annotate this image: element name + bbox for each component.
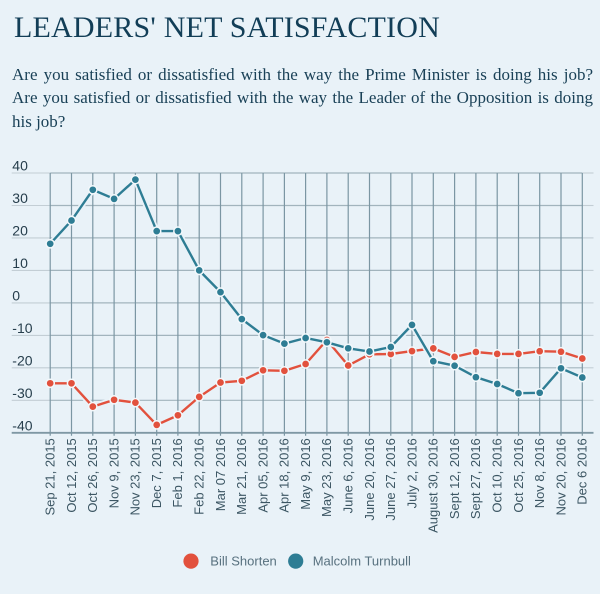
- svg-text:Nov 23, 2015: Nov 23, 2015: [128, 438, 143, 515]
- svg-text:Mar 07 2016: Mar 07 2016: [213, 438, 228, 511]
- svg-text:Sept 12, 2016: Sept 12, 2016: [447, 438, 462, 519]
- svg-text:Oct 26, 2015: Oct 26, 2015: [85, 438, 100, 512]
- svg-text:Malcolm Turnbull: Malcolm Turnbull: [313, 553, 411, 568]
- svg-text:10: 10: [12, 255, 28, 271]
- svg-text:20: 20: [12, 223, 28, 239]
- svg-text:Sep 21, 2015: Sep 21, 2015: [43, 438, 58, 515]
- svg-text:Oct 10, 2016: Oct 10, 2016: [490, 438, 505, 512]
- svg-text:40: 40: [12, 158, 28, 174]
- svg-text:Dec 6 2016: Dec 6 2016: [575, 438, 590, 505]
- svg-text:Apr 18, 2016: Apr 18, 2016: [277, 438, 292, 512]
- svg-text:August 30, 2016: August 30, 2016: [426, 438, 441, 533]
- svg-text:Feb 22, 2016: Feb 22, 2016: [192, 438, 207, 515]
- svg-text:Oct 12, 2015: Oct 12, 2015: [64, 438, 79, 512]
- svg-text:July 2, 2016: July 2, 2016: [404, 438, 419, 508]
- svg-text:Nov 8, 2016: Nov 8, 2016: [532, 438, 547, 508]
- svg-text:Sept 27, 2016: Sept 27, 2016: [468, 438, 483, 519]
- svg-text:-30: -30: [12, 385, 32, 401]
- svg-text:June 20, 2016: June 20, 2016: [362, 438, 377, 520]
- svg-text:Oct 25, 2016: Oct 25, 2016: [511, 438, 526, 512]
- svg-text:Nov 20, 2016: Nov 20, 2016: [553, 438, 568, 515]
- svg-text:-10: -10: [12, 320, 32, 336]
- svg-text:May 9, 2016: May 9, 2016: [298, 438, 313, 510]
- svg-text:June 27, 2016: June 27, 2016: [383, 438, 398, 520]
- svg-text:May 23, 2016: May 23, 2016: [319, 438, 334, 517]
- svg-text:Nov 9, 2015: Nov 9, 2015: [106, 438, 121, 508]
- svg-text:Mar 21, 2016: Mar 21, 2016: [234, 438, 249, 515]
- svg-text:Apr 05, 2016: Apr 05, 2016: [255, 438, 270, 512]
- svg-text:June 6, 2016: June 6, 2016: [341, 438, 356, 513]
- svg-text:Bill Shorten: Bill Shorten: [210, 553, 276, 568]
- svg-text:Feb 1, 2016: Feb 1, 2016: [170, 438, 185, 507]
- svg-text:0: 0: [12, 288, 20, 304]
- svg-text:-40: -40: [12, 417, 32, 433]
- svg-text:30: 30: [12, 190, 28, 206]
- svg-text:Dec 7, 2015: Dec 7, 2015: [149, 438, 164, 508]
- svg-text:-20: -20: [12, 352, 32, 368]
